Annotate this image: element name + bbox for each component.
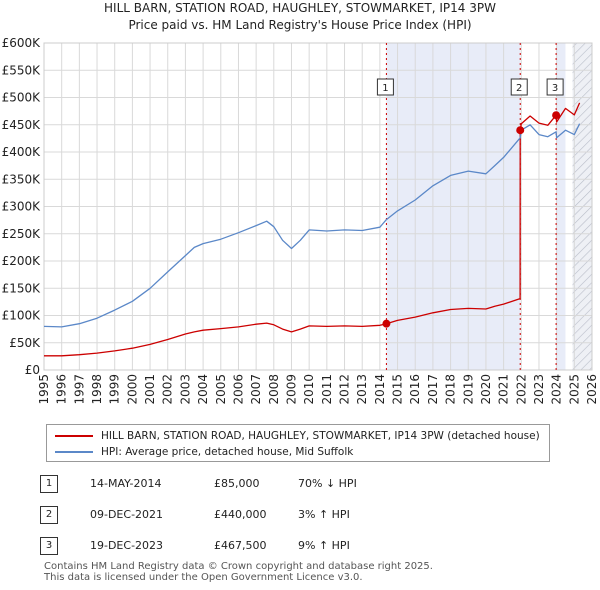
sale-point-marker xyxy=(552,111,561,120)
transaction-date: 14-MAY-2014 xyxy=(90,477,162,490)
price-chart: HILL BARN, STATION ROAD, HAUGHLEY, STOWM… xyxy=(2,1,599,405)
x-tick-label: 2021 xyxy=(497,374,511,405)
property-price-line xyxy=(44,102,581,357)
transaction-number: 3 xyxy=(40,537,58,555)
y-tick-label: £450K xyxy=(2,118,42,132)
sale-label-box: 1 xyxy=(376,78,394,96)
x-tick-label: 2005 xyxy=(214,374,228,405)
x-tick-label: 2020 xyxy=(479,374,493,405)
y-tick-label: £100K xyxy=(2,309,42,323)
y-tick-label: £500K xyxy=(2,91,42,105)
x-tick-label: 2000 xyxy=(125,374,139,405)
x-tick-label: 2022 xyxy=(514,374,528,405)
y-tick-label: £200K xyxy=(2,254,42,268)
y-tick-label: £600K xyxy=(2,36,42,50)
x-tick-label: 2024 xyxy=(550,374,564,405)
x-tick-label: 1996 xyxy=(55,374,69,405)
x-tick-label: 2016 xyxy=(408,374,422,405)
transaction-date: 09-DEC-2021 xyxy=(90,508,164,521)
legend-swatch-hpi xyxy=(55,451,93,453)
sale-label-frame xyxy=(376,78,394,96)
table-row: 3 19-DEC-2023 £467,500 9% ↑ HPI xyxy=(40,537,460,555)
x-tick-label: 2007 xyxy=(249,374,263,405)
x-tick-label: 1999 xyxy=(108,374,122,405)
transaction-price: £85,000 xyxy=(214,477,260,490)
sale-label-frame xyxy=(546,78,564,96)
x-tick-label: 2014 xyxy=(373,374,387,405)
transaction-hpi-diff: 9% ↑ HPI xyxy=(298,539,350,552)
footer: Contains HM Land Registry data © Crown c… xyxy=(44,561,433,583)
sale-point-marker xyxy=(382,319,391,328)
table-row: 2 09-DEC-2021 £440,000 3% ↑ HPI xyxy=(40,506,460,524)
y-tick-label: £300K xyxy=(2,200,42,214)
x-tick-label: 2004 xyxy=(196,374,210,405)
y-tick-label: £250K xyxy=(2,227,42,241)
sale-point-marker xyxy=(516,126,525,135)
footer-licence: This data is licensed under the Open Gov… xyxy=(44,572,363,583)
x-tick-label: 2012 xyxy=(338,374,352,405)
x-tick-label: 2002 xyxy=(161,374,175,405)
chart-subtitle: Price paid vs. HM Land Registry's House … xyxy=(128,18,471,32)
sale-label-box: 3 xyxy=(546,78,564,96)
sale-label-frame xyxy=(510,78,528,96)
y-tick-label: £50K xyxy=(9,336,41,350)
transaction-number: 1 xyxy=(40,475,58,493)
x-tick-label: 2006 xyxy=(231,374,245,405)
x-tick-label: 1997 xyxy=(72,374,86,405)
transaction-price: £467,500 xyxy=(214,539,267,552)
x-tick-label: 2017 xyxy=(426,374,440,405)
y-tick-label: £350K xyxy=(2,172,42,186)
transaction-hpi-diff: 70% ↓ HPI xyxy=(298,477,357,490)
chart-title: HILL BARN, STATION ROAD, HAUGHLEY, STOWM… xyxy=(104,1,496,15)
x-tick-label: 2009 xyxy=(284,374,298,405)
x-tick-label: 2023 xyxy=(532,374,546,405)
sale-label-box: 2 xyxy=(510,78,528,96)
sale-label-number: 3 xyxy=(552,83,558,94)
hpi-line xyxy=(43,123,581,328)
x-tick-label: 2011 xyxy=(320,374,334,405)
transaction-hpi-diff: 3% ↑ HPI xyxy=(298,508,350,521)
footer-copyright: Contains HM Land Registry data © Crown c… xyxy=(44,561,433,572)
x-tick-label: 2008 xyxy=(267,374,281,405)
transaction-number: 2 xyxy=(40,506,58,524)
x-tick-label: 2001 xyxy=(143,374,157,405)
x-tick-label: 2025 xyxy=(567,374,581,405)
x-tick-label: 2010 xyxy=(302,374,316,405)
y-tick-label: £400K xyxy=(2,145,42,159)
x-tick-label: 2003 xyxy=(178,374,192,405)
y-tick-label: £550K xyxy=(2,63,42,77)
transaction-date: 19-DEC-2023 xyxy=(90,539,164,552)
legend: HILL BARN, STATION ROAD, HAUGHLEY, STOWM… xyxy=(46,424,550,462)
x-tick-label: 2013 xyxy=(355,374,369,405)
x-tick-label: 2015 xyxy=(391,374,405,405)
x-tick-label: 1995 xyxy=(37,374,51,405)
legend-label-hpi: HPI: Average price, detached house, Mid … xyxy=(101,446,354,458)
plot-border xyxy=(43,42,593,371)
transaction-price: £440,000 xyxy=(214,508,267,521)
y-tick-label: £0 xyxy=(25,363,40,377)
x-tick-label: 2026 xyxy=(585,374,599,405)
x-tick-label: 2018 xyxy=(444,374,458,405)
x-tick-label: 1998 xyxy=(90,374,104,405)
sale-label-number: 2 xyxy=(516,83,522,94)
table-row: 1 14-MAY-2014 £85,000 70% ↓ HPI xyxy=(40,475,460,493)
legend-label-property: HILL BARN, STATION ROAD, HAUGHLEY, STOWM… xyxy=(101,430,540,442)
sale-label-number: 1 xyxy=(382,83,388,94)
x-tick-label: 2019 xyxy=(461,374,475,405)
legend-swatch-property xyxy=(55,435,93,437)
y-tick-label: £150K xyxy=(2,281,42,295)
